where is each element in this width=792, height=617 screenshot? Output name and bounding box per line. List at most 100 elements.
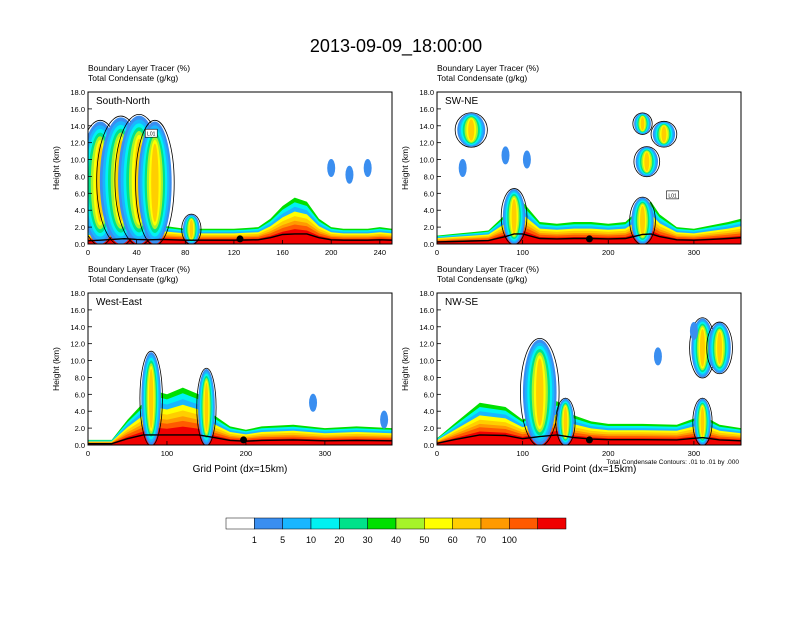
x-tick-label: 0: [86, 449, 90, 458]
y-tick-label: 0.0: [424, 240, 434, 249]
panel-nw-se: 0.0 2.0 4.0 6.0 8.0 10.0 12.0 14.0 16.0 18.0 0 100 2…: [400, 264, 742, 475]
panel-name: NW-SE: [445, 297, 478, 308]
y-tick-label: 16.0: [70, 105, 85, 114]
colorbar-label: 70: [476, 535, 486, 545]
y-tick-label: 16.0: [70, 306, 85, 315]
contour-box-label: L01: [668, 193, 677, 199]
x-tick-label: 0: [435, 248, 439, 257]
contour-box: [144, 128, 158, 138]
condensate-contour-5: [632, 112, 653, 135]
x-tick-label: 80: [181, 248, 189, 257]
colorbar: 1 5 10 20 30 40 50 60 70 100: [225, 517, 567, 545]
terrain-line: [88, 434, 392, 445]
y-tick-label: 0.0: [75, 441, 85, 450]
panel-west-east: 0.0 2.0 4.0 6.0 8.0 10.0 12.0 14.0 16.0 18.0 0 100 2…: [51, 264, 393, 475]
condensate-contour-1: [629, 196, 656, 244]
y-tick-label: 2.0: [75, 223, 85, 232]
x-tick-label: 300: [319, 449, 332, 458]
x-tick-label: 0: [435, 449, 439, 458]
panel-name: West-East: [96, 297, 142, 308]
cloud-patch-1: [380, 410, 389, 429]
contour-note: Total Condensate Contours: .01 to .01 by…: [606, 459, 739, 466]
y-tick-label: 4.0: [424, 206, 434, 215]
condensate-contour-3: [633, 146, 661, 178]
condensate-contour-2: [454, 112, 488, 148]
x-tick-label: 300: [688, 449, 701, 458]
y-tick-label: 12.0: [70, 340, 85, 349]
x-tick-label: 120: [228, 248, 241, 257]
colorbar-swatch: [310, 517, 340, 530]
cloud-patch-0: [458, 159, 467, 177]
colorbar-label: 1: [252, 535, 257, 545]
colorbar-swatch: [395, 517, 425, 530]
y-tick-label: 12.0: [70, 139, 85, 148]
colorbar-swatch: [452, 517, 482, 530]
x-tick-label: 40: [132, 248, 140, 257]
plume-3-band-6: [644, 152, 650, 172]
colorbar-label: 10: [306, 535, 316, 545]
y-tick-label: 18.0: [70, 289, 85, 298]
tracer-layer-7: [88, 229, 392, 244]
condensate-contour-3: [135, 119, 175, 244]
field-sw-ne: [437, 112, 741, 244]
field-label: Boundary Layer Tracer (%): [437, 63, 539, 73]
field-label: Boundary Layer Tracer (%): [437, 264, 539, 274]
plume-1-band-6: [563, 406, 568, 437]
panel-name: South-North: [96, 96, 150, 107]
plume-4-band-6: [661, 126, 667, 143]
y-axis-label: Height (km): [51, 347, 61, 391]
panel-name: SW-NE: [445, 96, 478, 107]
plume-3-band-6: [151, 143, 159, 222]
condensate-contour-4: [181, 213, 202, 244]
y-tick-label: 2.0: [424, 424, 434, 433]
contour-label: Total Condensate (g/kg): [88, 73, 178, 83]
colorbar-swatch: [254, 517, 283, 530]
condensate-contour-4: [650, 120, 678, 148]
y-tick-label: 10.0: [70, 357, 85, 366]
y-tick-label: 16.0: [419, 105, 434, 114]
colorbar-label: 60: [448, 535, 458, 545]
plot-frame: [87, 91, 393, 245]
y-tick-label: 8.0: [424, 172, 434, 181]
x-axis-label: Grid Point (dx=15km): [542, 464, 637, 475]
y-axis-label: Height (km): [400, 347, 410, 391]
y-tick-label: 2.0: [75, 424, 85, 433]
y-tick-label: 6.0: [75, 390, 85, 399]
condensate-contour-0: [139, 350, 163, 445]
x-tick-label: 200: [602, 248, 615, 257]
contour-box-label: L01: [147, 132, 156, 138]
plot-frame: [436, 292, 742, 446]
y-tick-label: 8.0: [75, 373, 85, 382]
contour-label: Total Condensate (g/kg): [88, 274, 178, 284]
x-tick-label: 200: [325, 248, 338, 257]
y-tick-label: 0.0: [75, 240, 85, 249]
colorbar-swatch: [367, 517, 397, 530]
cloud-patch-1: [345, 165, 354, 184]
y-tick-label: 6.0: [424, 189, 434, 198]
colorbar-label: 5: [280, 535, 285, 545]
y-tick-label: 10.0: [419, 156, 434, 165]
plume-1-band-6: [204, 382, 209, 432]
field-west-east: [88, 350, 392, 445]
cloud-patch-2: [522, 150, 531, 169]
field-label: Boundary Layer Tracer (%): [88, 63, 190, 73]
colorbar-swatch: [424, 517, 453, 530]
field-south-north: [88, 113, 392, 244]
colorbar-label: 100: [502, 535, 517, 545]
y-tick-label: 0.0: [424, 441, 434, 450]
condensate-contour-1: [196, 367, 217, 445]
plume-1-band-6: [640, 205, 645, 236]
y-tick-label: 2.0: [424, 223, 434, 232]
colorbar-label: 30: [363, 535, 373, 545]
colorbar-swatch: [480, 517, 510, 530]
y-tick-label: 12.0: [419, 340, 434, 349]
condensate-contour-0: [520, 338, 560, 445]
x-tick-label: 100: [516, 248, 529, 257]
plume-5-band-6: [640, 116, 645, 131]
condensate-contour-1: [555, 397, 576, 445]
x-tick-label: 240: [374, 248, 387, 257]
location-marker: [240, 436, 248, 444]
contour-label: Total Condensate (g/kg): [437, 73, 527, 83]
plume-4-band-6: [717, 331, 723, 365]
cloud-patch-2: [363, 159, 372, 177]
